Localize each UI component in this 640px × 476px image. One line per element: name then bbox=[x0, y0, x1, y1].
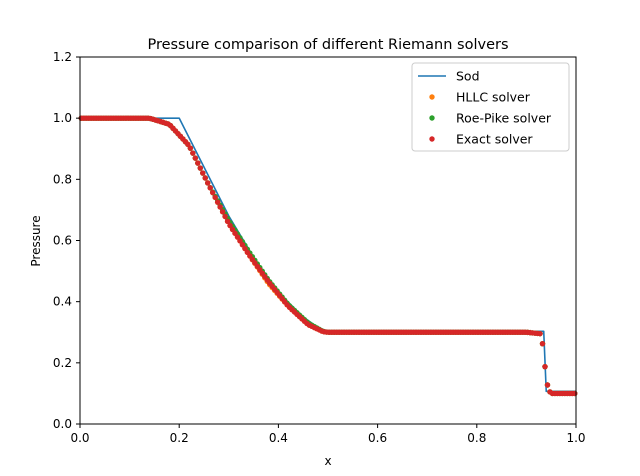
exact-solver-point bbox=[190, 150, 196, 156]
exact-solver-point bbox=[224, 218, 231, 224]
y-tick-label: 0.0 bbox=[53, 417, 72, 431]
exact-solver-point bbox=[219, 209, 226, 215]
x-tick-label: 0.2 bbox=[170, 431, 189, 445]
y-tick-label: 0.4 bbox=[53, 295, 72, 309]
exact-solver-point bbox=[232, 230, 238, 236]
y-tick-label: 1.0 bbox=[53, 111, 72, 125]
exact-solver-point bbox=[192, 155, 199, 161]
y-axis-label: Pressure bbox=[29, 215, 43, 266]
exact-solver-point bbox=[200, 170, 206, 176]
legend-label-hllc-solver: HLLC solver bbox=[456, 90, 531, 105]
exact-solver-point bbox=[239, 242, 246, 248]
y-tick-label: 1.2 bbox=[53, 50, 72, 64]
exact-solver-point bbox=[195, 160, 201, 166]
exact-solver-point bbox=[197, 165, 203, 171]
exact-solver-point bbox=[187, 145, 194, 151]
chart-title: Pressure comparison of different Riemann… bbox=[147, 37, 508, 53]
exact-solver-point bbox=[205, 180, 211, 186]
exact-solver-point bbox=[539, 341, 546, 347]
exact-solver-point bbox=[227, 222, 233, 229]
legend-swatch-exact-solver bbox=[429, 136, 435, 142]
exact-solver-point bbox=[209, 189, 216, 196]
y-tick-label: 0.2 bbox=[53, 356, 72, 370]
exact-solver-point bbox=[217, 204, 223, 210]
legend: Sod HLLC solver Roe-Pike solver Exact solve… bbox=[411, 62, 570, 152]
exact-solver-point bbox=[242, 245, 248, 252]
x-tick-label: 1.0 bbox=[566, 431, 585, 445]
legend-box bbox=[411, 62, 570, 152]
exact-solver-point bbox=[229, 226, 236, 233]
x-tick-label: 0.6 bbox=[368, 431, 387, 445]
x-tick-label: 0.4 bbox=[269, 431, 288, 445]
exact-solver-point bbox=[202, 175, 208, 181]
exact-solver-point bbox=[537, 330, 543, 337]
exact-solver-point bbox=[185, 141, 191, 148]
legend-swatch-roe-pike-solver bbox=[429, 115, 435, 121]
exact-solver-point bbox=[544, 382, 551, 388]
y-tick-label: 0.6 bbox=[53, 234, 72, 248]
legend-label-exact-solver: Exact solver bbox=[456, 132, 533, 147]
legend-label-roe-pike-solver: Roe-Pike solver bbox=[456, 111, 552, 126]
x-tick-label: 0.8 bbox=[467, 431, 486, 445]
y-axis: 0.0 0.2 0.4 0.6 0.8 1.0 1.2 bbox=[53, 50, 80, 431]
y-tick-label: 0.8 bbox=[53, 172, 72, 186]
exact-solver-point bbox=[214, 199, 221, 205]
exact-solver-point bbox=[207, 185, 213, 191]
legend-label-sod: Sod bbox=[456, 69, 480, 84]
x-axis: 0.0 0.2 0.4 0.6 0.8 1.0 bbox=[70, 424, 586, 445]
x-tick-label: 0.0 bbox=[70, 431, 89, 445]
exact-solver-point bbox=[572, 390, 578, 397]
exact-solver-point bbox=[237, 238, 243, 244]
plot-marks bbox=[78, 115, 578, 397]
exact-solver-point bbox=[542, 363, 548, 370]
exact-solver-point bbox=[222, 213, 228, 220]
x-axis-label: x bbox=[324, 454, 331, 468]
exact-solver-point bbox=[234, 234, 241, 240]
legend-swatch-hllc-solver bbox=[429, 94, 435, 100]
exact-solver-point bbox=[212, 194, 218, 201]
